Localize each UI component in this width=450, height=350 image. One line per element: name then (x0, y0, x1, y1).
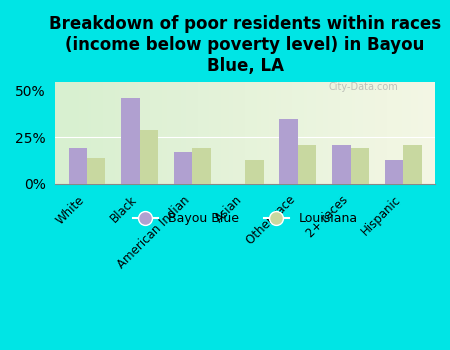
Bar (279, 119, 298, 184)
Bar (298, 145, 316, 184)
Bar (385, 160, 403, 184)
Bar (193, 148, 211, 184)
Bar (140, 130, 158, 184)
Bar (351, 148, 369, 184)
Bar (121, 98, 140, 184)
Bar (174, 152, 193, 184)
Legend: Bayou Blue, Louisiana: Bayou Blue, Louisiana (128, 207, 363, 230)
Bar (403, 145, 422, 184)
Title: Breakdown of poor residents within races
(income below poverty level) in Bayou
B: Breakdown of poor residents within races… (49, 15, 441, 75)
Bar (245, 160, 264, 184)
Bar (332, 145, 351, 184)
Bar (87, 158, 105, 184)
Text: City-Data.com: City-Data.com (328, 82, 398, 92)
Bar (68, 148, 87, 184)
